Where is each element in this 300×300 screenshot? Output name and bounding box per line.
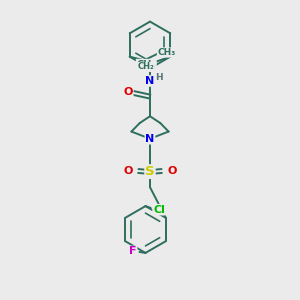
Text: O: O — [123, 87, 133, 97]
Text: O: O — [167, 166, 177, 176]
Text: F: F — [129, 246, 136, 256]
Text: CH₃: CH₃ — [136, 59, 156, 70]
Text: CH₃: CH₃ — [158, 48, 176, 57]
Text: N: N — [146, 134, 154, 144]
Text: H: H — [155, 73, 163, 82]
Text: O: O — [123, 166, 133, 176]
Text: Cl: Cl — [153, 205, 165, 215]
Text: N: N — [146, 76, 154, 86]
Text: CH₂: CH₂ — [138, 62, 154, 71]
Text: S: S — [145, 165, 155, 178]
